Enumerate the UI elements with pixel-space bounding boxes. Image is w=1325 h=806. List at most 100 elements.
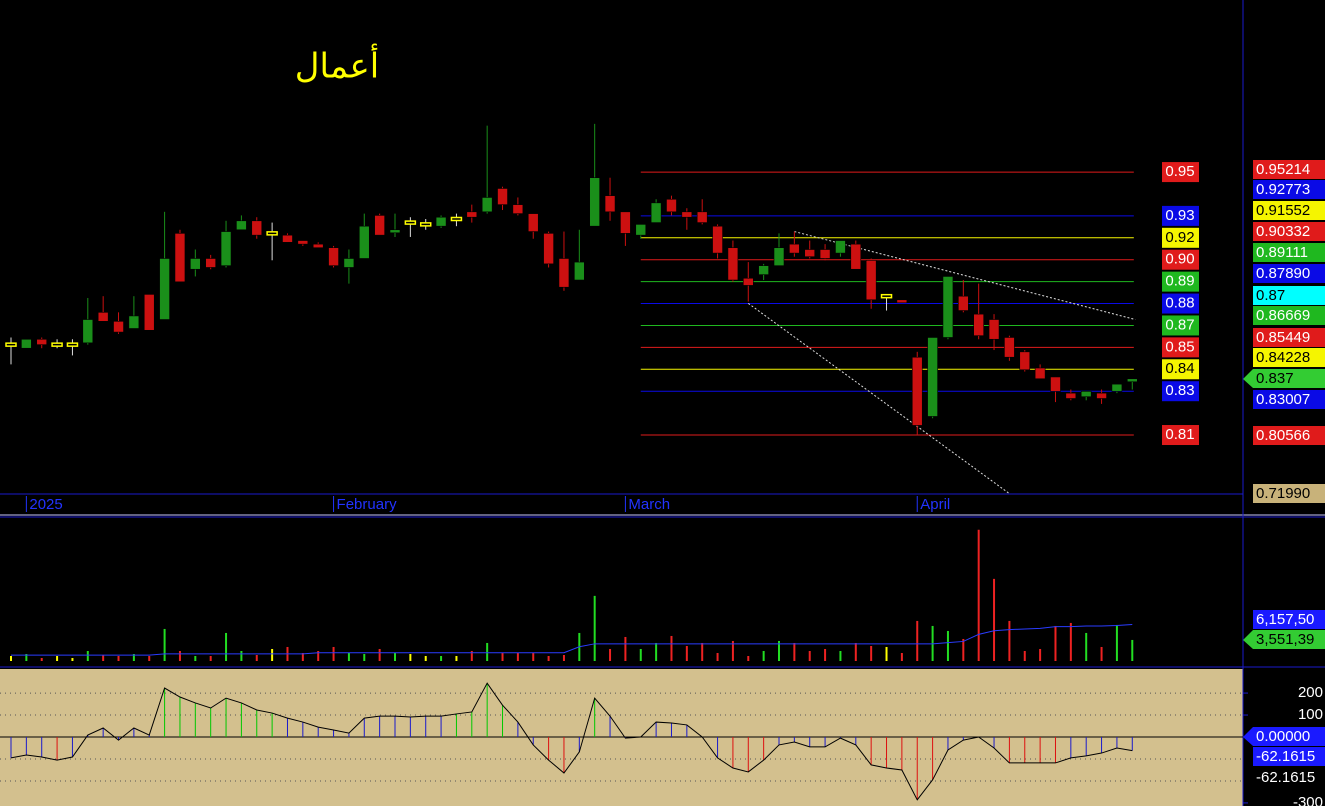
candle-body <box>942 276 954 338</box>
candle-body <box>1004 337 1015 358</box>
candle-body <box>650 202 662 223</box>
candle-body <box>419 222 432 227</box>
candle-body <box>773 247 785 266</box>
axis-label: 0.84228 <box>1256 349 1310 366</box>
trendline <box>794 231 1136 321</box>
x-tick-label: March <box>628 496 670 513</box>
candle-body <box>174 233 186 283</box>
axis-label-box <box>1253 348 1325 367</box>
candle-body <box>435 216 447 227</box>
candle-body <box>958 295 969 311</box>
x-tick-label: 2025 <box>29 496 62 513</box>
candle-body <box>988 319 1000 340</box>
candle-body <box>604 195 616 213</box>
candle-body <box>1050 376 1061 392</box>
level-label: 0.83 <box>1165 382 1194 399</box>
level-label-box <box>1162 249 1199 270</box>
axis-label: 0.71990 <box>1256 485 1310 502</box>
candle-body <box>742 277 754 286</box>
axis-label-box <box>1253 630 1325 649</box>
axis-label-box <box>1253 306 1325 325</box>
axis-label: -62.1615 <box>1256 769 1315 786</box>
candle-body <box>404 220 417 225</box>
candle-body <box>205 258 216 268</box>
candle-body <box>589 177 600 227</box>
candle-body <box>190 258 201 270</box>
y-tick-label: 200 <box>1298 684 1323 701</box>
candle-body <box>527 213 539 232</box>
level-label-box <box>1162 293 1199 314</box>
axis-label: 0.92773 <box>1256 181 1310 198</box>
candle-body <box>727 247 739 281</box>
candle-body <box>850 243 862 270</box>
level-label: 0.84 <box>1165 360 1194 377</box>
candle-body <box>789 243 800 254</box>
candle-body <box>220 231 232 266</box>
axis-label: 0.85449 <box>1256 329 1310 346</box>
candle-body <box>358 225 370 259</box>
axis-label-box <box>1253 328 1325 347</box>
candle-body <box>1019 351 1031 371</box>
axis-label-box <box>1253 426 1325 445</box>
axis-label-box <box>1253 747 1325 766</box>
level-label: 0.88 <box>1165 295 1194 312</box>
candle-body <box>835 240 846 254</box>
trendline <box>747 302 1010 495</box>
level-label: 0.95 <box>1165 163 1194 180</box>
x-tick-label: April <box>920 496 950 513</box>
last-volume-arrow <box>1243 630 1253 649</box>
oscillator-line <box>10 682 1133 801</box>
candle-body <box>128 315 140 329</box>
axis-label-box <box>1253 243 1325 262</box>
candle-body <box>343 258 355 268</box>
candle-body <box>21 338 32 349</box>
axis-label-box <box>1253 369 1325 388</box>
axis-label-box <box>1253 180 1325 199</box>
candle-body <box>911 356 923 426</box>
volume-average <box>11 624 1133 656</box>
level-label-box <box>1162 271 1199 292</box>
y-tick-label: -300 <box>1293 794 1323 806</box>
candle-body <box>574 261 585 281</box>
candle-body <box>973 313 984 336</box>
candle-body <box>635 224 647 236</box>
level-label-box <box>1162 205 1199 226</box>
axis-label: 0.86669 <box>1256 307 1310 324</box>
candle-body <box>328 247 339 266</box>
candle-body <box>543 233 554 265</box>
level-label-box <box>1162 425 1199 446</box>
axis-label: 0.91552 <box>1256 202 1310 219</box>
level-label: 0.85 <box>1165 338 1194 355</box>
axis-label-box <box>1253 484 1325 503</box>
axis-label: 6,157,50 <box>1256 611 1314 628</box>
candle-body <box>236 220 247 231</box>
level-label: 0.92 <box>1165 229 1194 246</box>
level-label-box <box>1162 227 1199 248</box>
candle-body <box>819 249 831 259</box>
candle-body <box>1111 383 1123 392</box>
level-label-box <box>1162 315 1199 336</box>
level-label-box <box>1162 381 1199 402</box>
last-price-arrow <box>1243 369 1253 388</box>
level-label-box <box>1162 162 1199 183</box>
candle-body <box>312 243 324 249</box>
axis-label: 0.87 <box>1256 287 1285 304</box>
level-label: 0.89 <box>1165 273 1194 290</box>
candle-body <box>1080 391 1092 398</box>
candle-body <box>896 299 908 304</box>
candle-body <box>712 225 723 254</box>
candle-body <box>282 234 293 243</box>
marker-arrow <box>1243 727 1253 746</box>
axis-label-box <box>1253 390 1325 409</box>
axis-label-box <box>1253 264 1325 283</box>
axis-label-box <box>1253 610 1325 629</box>
level-label: 0.81 <box>1165 426 1194 443</box>
candle-body <box>5 342 17 347</box>
candle-body <box>620 211 631 234</box>
candle-body <box>758 265 769 275</box>
candle-body <box>266 231 278 236</box>
candle-body <box>696 211 708 223</box>
candle-body <box>804 249 816 257</box>
candle-body <box>1034 367 1046 380</box>
